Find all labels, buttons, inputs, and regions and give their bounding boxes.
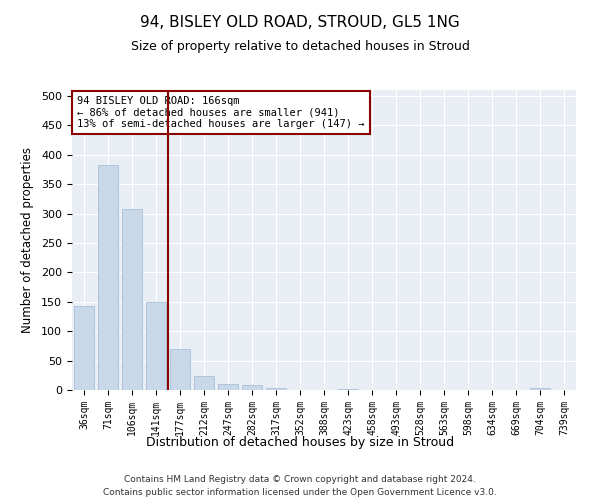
Bar — [122, 209, 142, 390]
Bar — [170, 349, 190, 390]
Text: 94 BISLEY OLD ROAD: 166sqm
← 86% of detached houses are smaller (941)
13% of sem: 94 BISLEY OLD ROAD: 166sqm ← 86% of deta… — [77, 96, 365, 129]
Text: Contains HM Land Registry data © Crown copyright and database right 2024.: Contains HM Land Registry data © Crown c… — [124, 476, 476, 484]
Text: 94, BISLEY OLD ROAD, STROUD, GL5 1NG: 94, BISLEY OLD ROAD, STROUD, GL5 1NG — [140, 15, 460, 30]
Text: Distribution of detached houses by size in Stroud: Distribution of detached houses by size … — [146, 436, 454, 449]
Bar — [530, 388, 550, 390]
Bar — [146, 302, 166, 390]
Bar — [218, 384, 238, 390]
Bar — [338, 389, 358, 390]
Bar — [98, 164, 118, 390]
Text: Contains public sector information licensed under the Open Government Licence v3: Contains public sector information licen… — [103, 488, 497, 497]
Bar — [194, 376, 214, 390]
Bar — [74, 306, 94, 390]
Y-axis label: Number of detached properties: Number of detached properties — [21, 147, 34, 333]
Bar — [266, 388, 286, 390]
Bar — [242, 386, 262, 390]
Text: Size of property relative to detached houses in Stroud: Size of property relative to detached ho… — [131, 40, 469, 53]
